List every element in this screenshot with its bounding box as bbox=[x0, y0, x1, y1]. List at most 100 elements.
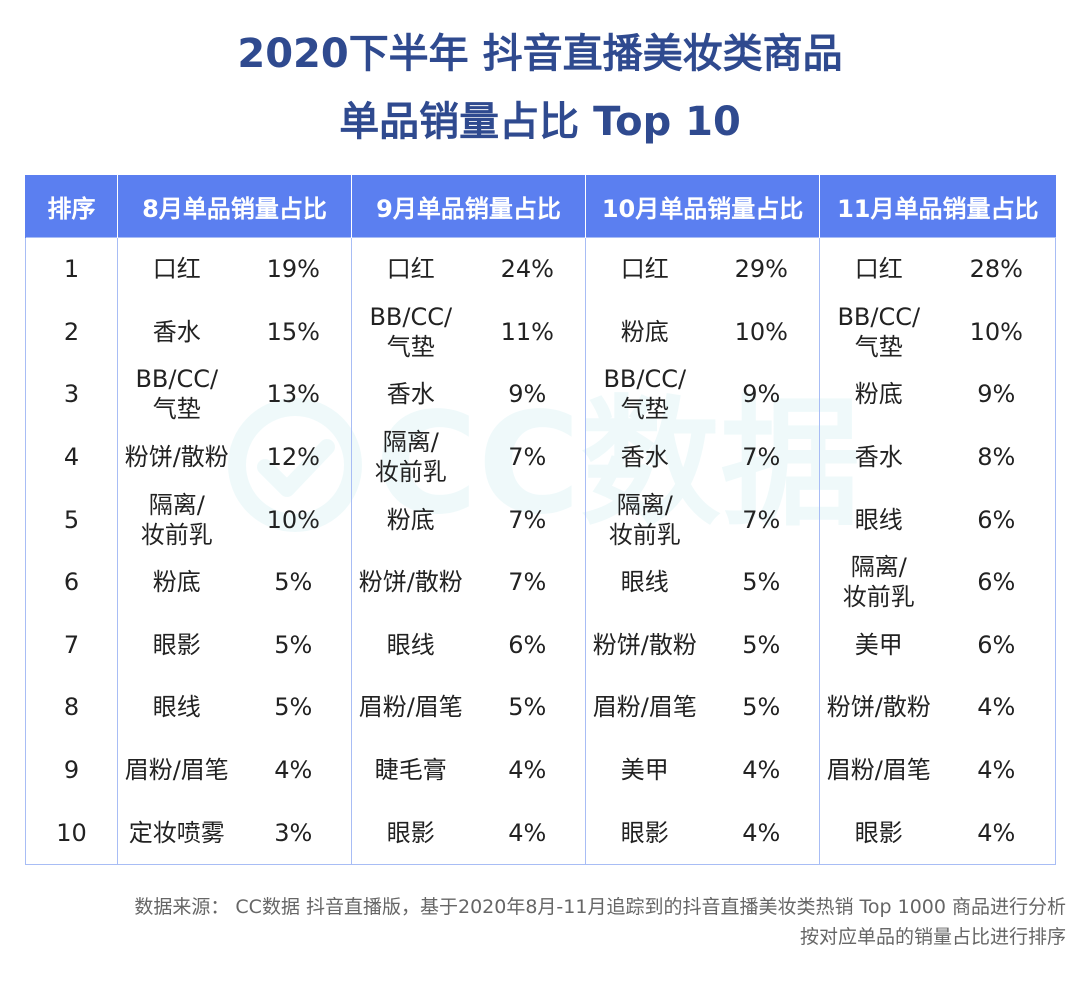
product-cell: 隔离/ 妆前乳 bbox=[140, 490, 213, 549]
table-row: 10 定妆喷雾 3% 眼影 4% 眼影 4% 眼影 4% bbox=[25, 801, 1057, 865]
rank-cell: 3 bbox=[25, 363, 118, 426]
share-cell: 4% bbox=[937, 738, 1057, 802]
source-line1: 数据来源： CC数据 抖音直播版，基于2020年8月-11月追踪到的抖音直播美妆… bbox=[134, 896, 1066, 918]
table-row: 3 BB/CC/ 气垫 13% 香水 9% BB/CC/ 气垫 9% 粉底 9% bbox=[25, 363, 1057, 426]
product-cell: 香水 bbox=[620, 443, 669, 472]
product-cell: 眉粉/眉笔 bbox=[124, 756, 229, 785]
share-cell: 7% bbox=[703, 488, 821, 551]
product-cell: 口红 bbox=[854, 255, 903, 284]
source-line2: 按对应单品的销量占比进行排序 bbox=[799, 926, 1066, 948]
share-cell: 4% bbox=[469, 738, 587, 802]
table-body: 1 口红 19% 口红 24% 口红 29% 口红 28% 2 香水 15% BB/CC/ 气垫 11% 粉… bbox=[25, 237, 1057, 865]
share-cell: 5% bbox=[703, 550, 821, 614]
table-row: 1 口红 19% 口红 24% 口红 29% 口红 28% bbox=[25, 237, 1057, 301]
share-cell: 29% bbox=[703, 237, 821, 301]
rank-cell: 4 bbox=[25, 425, 118, 489]
product-cell: BB/CC/ 气垫 bbox=[369, 302, 453, 361]
share-cell: 12% bbox=[235, 425, 353, 489]
product-cell: 隔离/ 妆前乳 bbox=[842, 553, 915, 612]
header-november: 11月单品销量占比 bbox=[819, 175, 1056, 238]
share-cell: 5% bbox=[469, 676, 587, 739]
rank-cell: 10 bbox=[25, 801, 118, 865]
product-cell: 口红 bbox=[152, 255, 201, 284]
share-cell: 6% bbox=[937, 550, 1057, 614]
page-title-line1: 2020下半年 抖音直播美妆类商品 bbox=[237, 31, 843, 77]
product-cell: 粉饼/散粉 bbox=[358, 568, 463, 597]
share-cell: 11% bbox=[469, 300, 587, 364]
ranking-table: 排序 8月单品销量占比 9月单品销量占比 10月单品销量占比 11月单品销量占比… bbox=[25, 175, 1057, 865]
product-cell: 美甲 bbox=[854, 630, 903, 659]
product-cell: 粉底 bbox=[152, 568, 201, 597]
share-cell: 13% bbox=[235, 363, 353, 426]
product-cell: 粉底 bbox=[386, 505, 435, 534]
product-cell: 粉底 bbox=[854, 380, 903, 409]
share-cell: 6% bbox=[937, 488, 1057, 551]
share-cell: 8% bbox=[937, 425, 1057, 489]
rank-cell: 8 bbox=[25, 676, 118, 739]
product-cell: 眼线 bbox=[854, 505, 903, 534]
share-cell: 10% bbox=[703, 300, 821, 364]
header-october: 10月单品销量占比 bbox=[585, 175, 820, 238]
share-cell: 15% bbox=[235, 300, 353, 364]
share-cell: 5% bbox=[235, 613, 353, 677]
share-cell: 7% bbox=[469, 425, 587, 489]
share-cell: 6% bbox=[469, 613, 587, 677]
share-cell: 5% bbox=[703, 613, 821, 677]
rank-cell: 7 bbox=[25, 613, 118, 677]
share-cell: 7% bbox=[469, 550, 587, 614]
product-cell: 眉粉/眉笔 bbox=[592, 693, 697, 722]
rank-cell: 2 bbox=[25, 300, 118, 364]
share-cell: 4% bbox=[937, 801, 1057, 865]
share-cell: 7% bbox=[469, 488, 587, 551]
product-cell: 眼线 bbox=[152, 693, 201, 722]
product-cell: BB/CC/ 气垫 bbox=[837, 302, 921, 361]
product-cell: 隔离/ 妆前乳 bbox=[608, 490, 681, 549]
header-september: 9月单品销量占比 bbox=[351, 175, 586, 238]
table-row: 8 眼线 5% 眉粉/眉笔 5% 眉粉/眉笔 5% 粉饼/散粉 4% bbox=[25, 676, 1057, 739]
product-cell: 眼影 bbox=[854, 818, 903, 847]
share-cell: 4% bbox=[703, 801, 821, 865]
share-cell: 4% bbox=[469, 801, 587, 865]
product-cell: 口红 bbox=[386, 255, 435, 284]
rank-cell: 5 bbox=[25, 488, 118, 551]
header-rank: 排序 bbox=[25, 175, 118, 238]
table-row: 6 粉底 5% 粉饼/散粉 7% 眼线 5% 隔离/ 妆前乳 6% bbox=[25, 550, 1057, 614]
product-cell: 粉饼/散粉 bbox=[826, 693, 931, 722]
product-cell: 香水 bbox=[854, 443, 903, 472]
share-cell: 5% bbox=[235, 676, 353, 739]
product-cell: BB/CC/ 气垫 bbox=[603, 365, 687, 424]
product-cell: 眉粉/眉笔 bbox=[358, 693, 463, 722]
share-cell: 7% bbox=[703, 425, 821, 489]
product-cell: 眉粉/眉笔 bbox=[826, 756, 931, 785]
product-cell: 香水 bbox=[386, 380, 435, 409]
data-source-note: 数据来源： CC数据 抖音直播版，基于2020年8月-11月追踪到的抖音直播美妆… bbox=[134, 892, 1066, 952]
share-cell: 4% bbox=[937, 676, 1057, 739]
table-header-row: 排序 8月单品销量占比 9月单品销量占比 10月单品销量占比 11月单品销量占比 bbox=[25, 175, 1056, 238]
table-row: 9 眉粉/眉笔 4% 睫毛膏 4% 美甲 4% 眉粉/眉笔 4% bbox=[25, 738, 1057, 802]
share-cell: 5% bbox=[703, 676, 821, 739]
share-cell: 10% bbox=[937, 300, 1057, 364]
table-row: 7 眼影 5% 眼线 6% 粉饼/散粉 5% 美甲 6% bbox=[25, 613, 1057, 677]
share-cell: 28% bbox=[937, 237, 1057, 301]
share-cell: 10% bbox=[235, 488, 353, 551]
share-cell: 4% bbox=[703, 738, 821, 802]
table-row: 5 隔离/ 妆前乳 10% 粉底 7% 隔离/ 妆前乳 7% 眼线 6% bbox=[25, 488, 1057, 551]
table-row: 2 香水 15% BB/CC/ 气垫 11% 粉底 10% BB/CC/ 气垫 10% bbox=[25, 300, 1057, 364]
product-cell: 眼影 bbox=[152, 630, 201, 659]
share-cell: 3% bbox=[235, 801, 353, 865]
product-cell: 眼线 bbox=[620, 568, 669, 597]
product-cell: 粉饼/散粉 bbox=[592, 630, 697, 659]
share-cell: 5% bbox=[235, 550, 353, 614]
product-cell: 定妆喷雾 bbox=[128, 818, 225, 847]
share-cell: 9% bbox=[469, 363, 587, 426]
share-cell: 19% bbox=[235, 237, 353, 301]
share-cell: 6% bbox=[937, 613, 1057, 677]
rank-cell: 9 bbox=[25, 738, 118, 802]
page-title-line2: 单品销量占比 Top 10 bbox=[339, 99, 741, 145]
product-cell: 粉饼/散粉 bbox=[124, 443, 229, 472]
rank-cell: 1 bbox=[25, 237, 118, 301]
rank-cell: 6 bbox=[25, 550, 118, 614]
product-cell: 美甲 bbox=[620, 756, 669, 785]
share-cell: 9% bbox=[937, 363, 1057, 426]
product-cell: 口红 bbox=[620, 255, 669, 284]
